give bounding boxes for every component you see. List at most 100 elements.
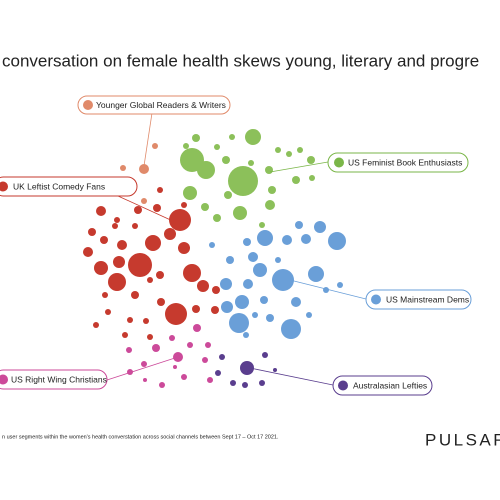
bubble xyxy=(128,253,152,277)
bubble xyxy=(220,278,232,290)
bubble xyxy=(122,332,128,338)
bubble xyxy=(96,206,106,216)
bubble xyxy=(157,187,163,193)
connector xyxy=(106,356,179,381)
bubble xyxy=(143,378,147,382)
bubble xyxy=(215,370,221,376)
bubble xyxy=(102,292,108,298)
bubble xyxy=(262,352,268,358)
bubble xyxy=(273,368,277,372)
bubble xyxy=(153,204,161,212)
bubble xyxy=(291,297,301,307)
bubble xyxy=(192,305,200,313)
bubble xyxy=(165,303,187,325)
bubble xyxy=(292,176,300,184)
logo: PULSAR xyxy=(425,430,500,449)
segment-label: US Mainstream Dems xyxy=(386,294,469,304)
bubble xyxy=(93,322,99,328)
bubble xyxy=(314,221,326,233)
bubble xyxy=(248,252,258,262)
bubble xyxy=(169,209,191,231)
bubble xyxy=(132,223,138,229)
bubble xyxy=(268,186,276,194)
bubble xyxy=(226,256,234,264)
bubble xyxy=(243,238,251,246)
bubble xyxy=(240,361,254,375)
bubble xyxy=(308,266,324,282)
bubble xyxy=(141,361,147,367)
segment-label: Australasian Lefties xyxy=(353,380,427,390)
bubble xyxy=(286,151,292,157)
legend-dot xyxy=(83,100,93,110)
bubble xyxy=(169,335,175,341)
bubble xyxy=(141,198,147,204)
bubble xyxy=(213,214,221,222)
bubble xyxy=(192,134,200,142)
bubble xyxy=(230,380,236,386)
bubble xyxy=(295,221,303,229)
bubble xyxy=(178,242,190,254)
bubble xyxy=(183,143,189,149)
bubble xyxy=(181,202,187,208)
bubble xyxy=(245,129,261,145)
bubble xyxy=(259,222,265,228)
legend-dot xyxy=(334,157,344,168)
segment-label: US Feminist Book Enthusiasts xyxy=(348,157,462,167)
bubble xyxy=(214,144,220,150)
bubble xyxy=(207,377,213,383)
bubble xyxy=(297,147,303,153)
bubble xyxy=(309,175,315,181)
bubble xyxy=(127,369,133,375)
bubble xyxy=(197,280,209,292)
bubble xyxy=(159,382,165,388)
bubble xyxy=(209,242,215,248)
bubble xyxy=(108,273,126,291)
bubble xyxy=(201,203,209,211)
bubble xyxy=(183,264,201,282)
bubble xyxy=(112,223,118,229)
bubble xyxy=(306,312,312,318)
bubble xyxy=(202,357,208,363)
connector xyxy=(289,279,367,300)
bubble xyxy=(229,134,235,140)
bubble xyxy=(187,342,193,348)
bubble xyxy=(211,306,219,314)
bubble xyxy=(221,301,233,313)
bubble xyxy=(337,282,343,288)
bubble xyxy=(224,191,232,199)
bubble xyxy=(265,200,275,210)
legend-dot xyxy=(0,374,8,385)
bubble xyxy=(228,166,258,196)
bubble xyxy=(260,296,268,304)
bubble xyxy=(307,156,315,164)
label-pill xyxy=(77,95,231,115)
bubble xyxy=(301,234,311,244)
bubble xyxy=(323,287,329,293)
bubble xyxy=(139,164,149,174)
bubble xyxy=(120,165,126,171)
bubble xyxy=(219,354,225,360)
segment-label: US Right Wing Christians xyxy=(11,374,107,384)
bubble xyxy=(183,186,197,200)
bubble xyxy=(248,160,254,166)
connector xyxy=(269,161,329,173)
bubble xyxy=(212,286,220,294)
bubble xyxy=(83,247,93,257)
bubble xyxy=(243,332,249,338)
connector xyxy=(143,112,153,167)
bubble xyxy=(253,263,267,277)
legend-dot xyxy=(338,380,348,391)
bubble xyxy=(197,161,215,179)
bubble-cluster xyxy=(83,129,346,388)
connector xyxy=(117,195,176,223)
label-pill xyxy=(332,375,433,396)
label-pill xyxy=(0,176,138,197)
label-pill xyxy=(0,369,108,390)
label-pill xyxy=(365,289,472,310)
bubble xyxy=(152,143,158,149)
bubble xyxy=(275,147,281,153)
bubble xyxy=(114,217,120,223)
bubble xyxy=(243,279,253,289)
